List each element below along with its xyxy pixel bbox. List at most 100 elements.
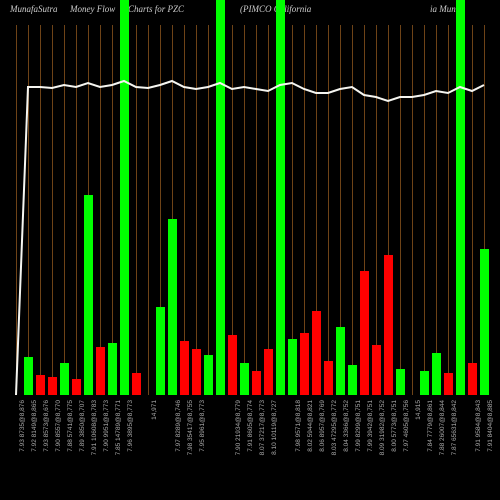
gridline <box>100 25 101 395</box>
gridline <box>76 25 77 395</box>
bar-up <box>276 0 285 395</box>
x-axis-label: 7.90 9951@8,773 <box>103 400 110 452</box>
x-axis-label: 7.87 65631@8,842 <box>451 400 458 455</box>
gridline <box>376 25 377 395</box>
gridline <box>448 25 449 395</box>
bar-up <box>24 357 33 395</box>
bar-down <box>300 333 309 395</box>
x-axis-label: 8.09 31982@8,752 <box>379 400 386 455</box>
x-axis-label: 7.91 10608@8,783 <box>91 400 98 455</box>
bar-up <box>336 327 345 395</box>
x-axis-label: 7.98 9571@8,818 <box>295 400 302 452</box>
bar-down <box>444 373 453 395</box>
bar-up <box>168 219 177 395</box>
x-axis-label: 14,971 <box>151 400 158 420</box>
money-flow-chart <box>10 25 490 395</box>
bar-up <box>156 307 165 395</box>
x-axis-label: 7.90 8557@8,770 <box>55 400 62 452</box>
gridline <box>268 25 269 395</box>
bar-down <box>264 349 273 395</box>
gridline <box>64 25 65 395</box>
bar-down <box>36 375 45 395</box>
bar-up <box>108 343 117 395</box>
bar-down <box>252 371 261 395</box>
bar-down <box>360 271 369 395</box>
gridline <box>184 25 185 395</box>
x-axis-label: 7.97 4605@8,756 <box>403 400 410 452</box>
bar-down <box>48 377 57 395</box>
x-axis-label: 7.92 8149@8,865 <box>31 400 38 452</box>
bar-down <box>324 361 333 395</box>
x-axis-label: 7.89 3850@8,707 <box>79 400 86 452</box>
bar-up <box>480 249 489 395</box>
bar-down <box>180 341 189 395</box>
gridline <box>352 25 353 395</box>
bar-up <box>120 0 129 395</box>
gridline <box>328 25 329 395</box>
x-axis-labels: 7.93 8735@8,876 7.92 8149@8,865 7.93 8573@… <box>10 400 490 495</box>
x-axis-label: 7.98 35417@8,755 <box>187 400 194 455</box>
gridline <box>208 25 209 395</box>
bar-up <box>348 365 357 395</box>
x-axis-label: 7.96 3895@8,773 <box>127 400 134 452</box>
bar-up <box>204 355 213 395</box>
x-axis-label: 8.02 5944@8,821 <box>307 400 314 452</box>
chart-title: MunafaSutra Money Flow Charts for PZC (P… <box>0 4 500 22</box>
gridline <box>256 25 257 395</box>
gridline <box>472 25 473 395</box>
bar-down <box>96 347 105 395</box>
gridline <box>40 25 41 395</box>
title-seg-4: ia Mun <box>430 4 456 14</box>
x-axis-label: 7.91 8605@8,774 <box>247 400 254 452</box>
bar-down <box>228 335 237 395</box>
x-axis-label: 7.88 26007@8,844 <box>439 400 446 455</box>
gridline <box>412 25 413 395</box>
x-axis-label: 7.84 7779@8,861 <box>427 400 434 452</box>
gridline <box>400 25 401 395</box>
gridline <box>112 25 113 395</box>
x-axis-label: 7.90 21934@8,779 <box>235 400 242 455</box>
gridline <box>16 25 17 395</box>
x-axis-label: 7.85 14789@8,771 <box>115 400 122 455</box>
gridline <box>148 25 149 395</box>
price-line <box>10 25 490 395</box>
gridline <box>28 25 29 395</box>
x-axis-label: 7.99 8299@8,751 <box>355 400 362 452</box>
bar-up <box>240 363 249 395</box>
x-axis-label: 8.06 8957@8,769 <box>319 400 326 452</box>
gridline <box>424 25 425 395</box>
x-axis-label: 8.03 47295@8,772 <box>331 400 338 455</box>
bar-down <box>312 311 321 395</box>
bar-up <box>84 195 93 395</box>
bar-up <box>216 0 225 395</box>
bar-up <box>420 371 429 395</box>
bar-up <box>396 369 405 395</box>
bar-down <box>192 349 201 395</box>
bar-down <box>468 363 477 395</box>
gridline <box>136 25 137 395</box>
bar-up <box>432 353 441 395</box>
x-axis-label: 8.00 5773@8,751 <box>391 400 398 452</box>
x-axis-label: 8.07 37217@8,773 <box>259 400 266 455</box>
x-axis-label: 8.10 10119@8,727 <box>271 400 278 455</box>
bar-up <box>288 339 297 395</box>
gridline <box>52 25 53 395</box>
bar-down <box>72 379 81 395</box>
x-axis-label: 7.93 8573@8,676 <box>43 400 50 452</box>
x-axis-label: 8.04 3366@8,752 <box>343 400 350 452</box>
x-axis-label: 7.97 8289@8,746 <box>175 400 182 452</box>
bar-down <box>372 345 381 395</box>
x-axis-label: 7.95 8961@8,773 <box>199 400 206 452</box>
x-axis-label: 7.99 3942@8,751 <box>367 400 374 452</box>
gridline <box>436 25 437 395</box>
bar-down <box>132 373 141 395</box>
bar-down <box>384 255 393 395</box>
gridline <box>244 25 245 395</box>
gridline <box>196 25 197 395</box>
x-axis-label: 7.91 9584@8,843 <box>475 400 482 452</box>
bar-up <box>60 363 69 395</box>
x-axis-label: 7.88 5741@8,775 <box>67 400 74 452</box>
x-axis-label: 7.93 8735@8,876 <box>19 400 26 452</box>
title-seg-0: MunafaSutra <box>10 4 58 14</box>
title-seg-1: Money Flow <box>70 4 115 14</box>
